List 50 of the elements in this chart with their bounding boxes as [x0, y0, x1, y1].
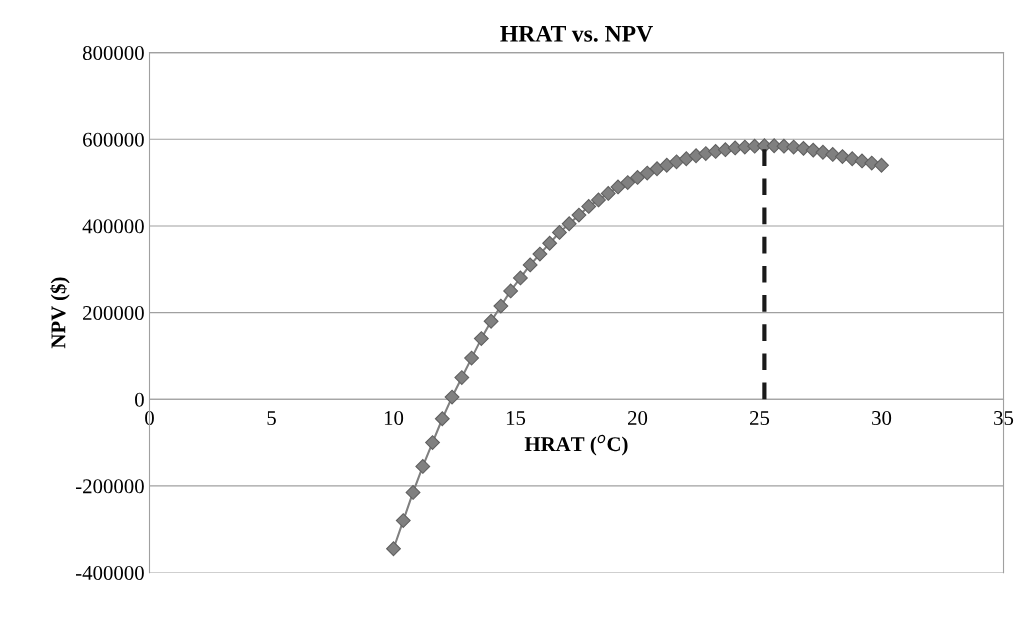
point — [630, 169, 645, 185]
x-tick-label: 35 — [994, 411, 1014, 426]
point — [571, 207, 587, 223]
point — [444, 389, 460, 405]
point — [669, 154, 684, 170]
point — [425, 435, 440, 451]
chart-title: HRAT vs. NPV — [500, 25, 653, 42]
y-axis-title: NPV ($) — [50, 277, 70, 349]
x-tick-label: 20 — [628, 410, 648, 426]
point — [454, 370, 470, 386]
point — [561, 216, 577, 232]
x-tick-label: 5 — [267, 411, 276, 426]
x-tick-label: 0 — [145, 410, 154, 426]
y-tick-label: 800000 — [82, 45, 144, 61]
point — [639, 165, 655, 181]
y-tick-label: -200000 — [75, 479, 144, 494]
point — [610, 179, 626, 195]
point — [591, 192, 606, 208]
x-tick-label: 15 — [506, 411, 526, 426]
point — [532, 246, 548, 262]
point — [512, 270, 528, 286]
point — [552, 225, 567, 240]
y-tick-label: 400000 — [82, 219, 144, 234]
point — [405, 484, 421, 500]
x-axis-title: HRAT ($^{o}$C) — [524, 434, 628, 456]
x-tick-label: 30 — [872, 410, 892, 426]
point — [844, 151, 860, 167]
x-tick-label: 10 — [384, 410, 404, 426]
x-tick-label: 25 — [750, 411, 770, 426]
y-tick-label: 600000 — [83, 132, 144, 147]
point — [659, 157, 675, 173]
point — [678, 151, 694, 167]
point — [415, 458, 431, 474]
y-tick-label: -400000 — [75, 565, 144, 581]
y-tick-label: 0 — [135, 392, 144, 407]
point — [542, 235, 558, 251]
point — [434, 411, 450, 427]
y-tick-label: 200000 — [83, 305, 144, 321]
point — [395, 513, 411, 529]
point — [581, 199, 597, 214]
point — [483, 313, 499, 329]
point — [473, 331, 489, 347]
point — [600, 186, 616, 201]
point — [522, 257, 538, 273]
point — [503, 283, 519, 299]
point — [386, 541, 401, 557]
point — [493, 298, 509, 314]
point — [620, 175, 636, 191]
point — [874, 157, 889, 173]
point — [464, 350, 480, 366]
